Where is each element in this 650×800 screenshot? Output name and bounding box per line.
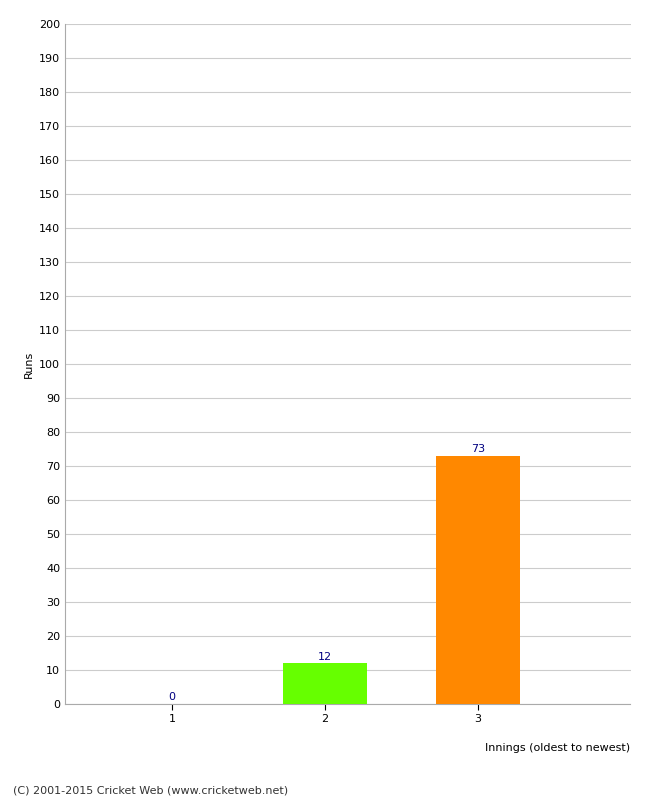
Y-axis label: Runs: Runs	[23, 350, 33, 378]
Text: 12: 12	[318, 651, 332, 662]
Text: (C) 2001-2015 Cricket Web (www.cricketweb.net): (C) 2001-2015 Cricket Web (www.cricketwe…	[13, 786, 288, 795]
Bar	[436, 456, 520, 704]
Text: 73: 73	[471, 444, 485, 454]
Text: Innings (oldest to newest): Innings (oldest to newest)	[486, 743, 630, 753]
Bar	[283, 663, 367, 704]
Text: 0: 0	[168, 692, 176, 702]
